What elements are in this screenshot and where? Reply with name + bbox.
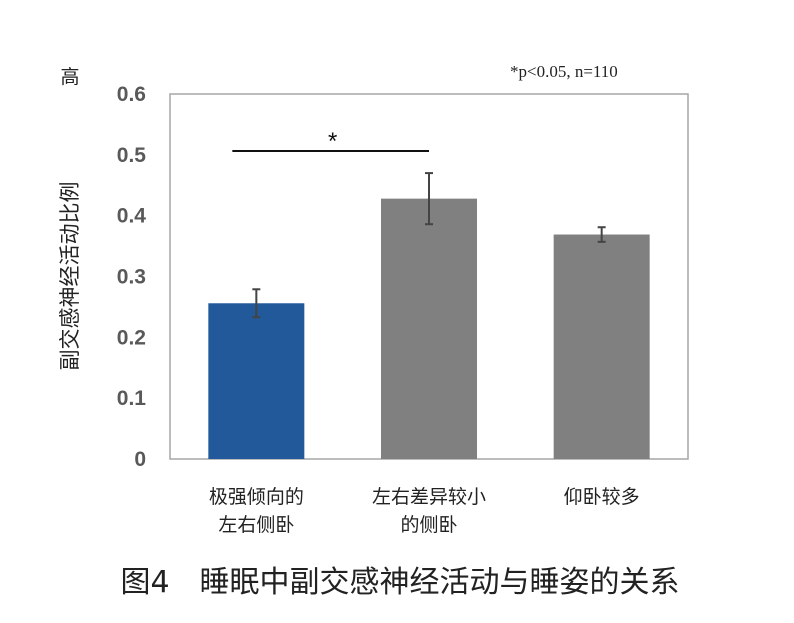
bar [208, 303, 305, 459]
bar [553, 234, 650, 459]
bar [381, 198, 477, 459]
bars [208, 198, 650, 459]
x-tick-label: 仰卧较多 [564, 486, 640, 508]
figure-caption: 图4 睡眠中副交感神经活动与睡姿的关系 [120, 565, 679, 600]
x-tick-label: 左右侧卧 [218, 514, 294, 536]
error-bar [425, 172, 433, 226]
significance-note: *p<0.05, n=110 [510, 62, 618, 81]
y-tick-label: 0 [134, 448, 146, 471]
error-bar [252, 288, 261, 319]
y-axis-high-label: 高 [60, 66, 79, 88]
y-tick-label: 0.5 [117, 144, 147, 167]
x-tick-label: 的侧卧 [400, 514, 457, 536]
error-bar [597, 226, 606, 243]
significance-star: * [328, 128, 337, 155]
significance-marker: * [232, 128, 429, 155]
y-tick-label: 0.6 [117, 83, 146, 106]
y-axis-ticks: 0 0.1 0.2 0.3 0.4 0.5 0.6 [117, 83, 147, 471]
x-tick-label: 极强倾向的 [209, 486, 304, 508]
error-bars [252, 172, 606, 319]
y-tick-label: 0.3 [117, 266, 146, 289]
y-tick-label: 0.2 [117, 326, 146, 349]
y-tick-label: 0.4 [117, 205, 147, 228]
y-tick-label: 0.1 [117, 387, 147, 410]
x-tick-label: 左右差异较小 [372, 486, 486, 508]
y-axis-label: 副交感神经活动比例 [58, 182, 82, 371]
